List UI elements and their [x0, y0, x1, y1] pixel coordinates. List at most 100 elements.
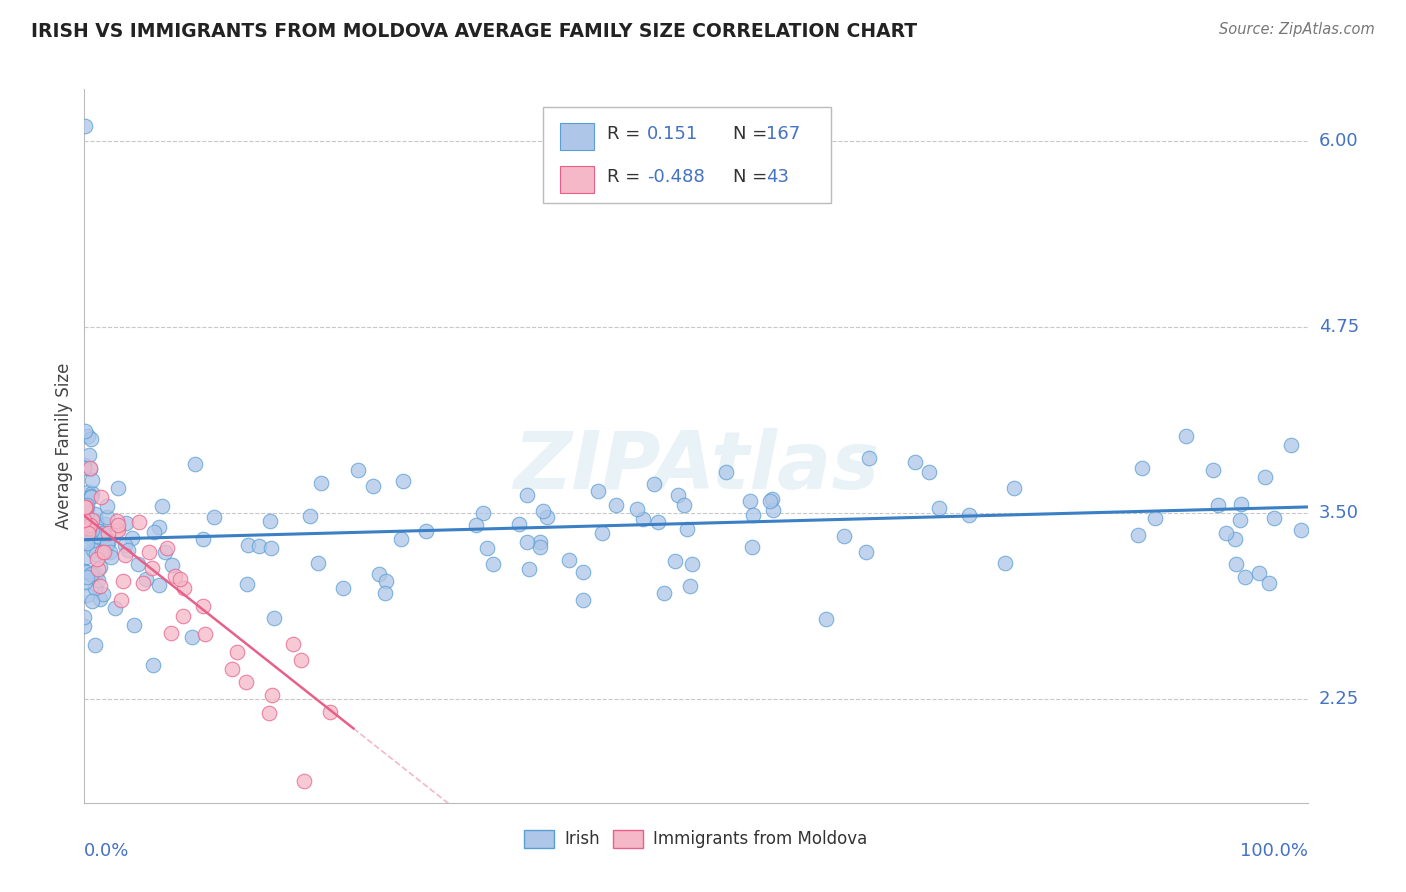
- Point: [173, 581, 195, 595]
- Y-axis label: Average Family Size: Average Family Size: [55, 363, 73, 529]
- Point: [517, 561, 540, 575]
- Point: [75, 508, 97, 523]
- Point: [76, 570, 98, 584]
- Point: [1230, 497, 1253, 511]
- Point: [141, 561, 163, 575]
- Point: [77, 526, 100, 541]
- Point: [1206, 498, 1229, 512]
- Point: [672, 498, 695, 512]
- Point: [121, 531, 143, 545]
- Point: [114, 538, 136, 552]
- Point: [221, 662, 243, 676]
- Point: [76, 588, 98, 602]
- Point: [814, 612, 837, 626]
- Text: R =: R =: [606, 125, 645, 143]
- Point: [73, 120, 96, 134]
- Point: [714, 465, 737, 479]
- Point: [633, 511, 655, 525]
- Text: 100.0%: 100.0%: [1240, 842, 1308, 860]
- Point: [1215, 525, 1237, 540]
- Point: [75, 500, 97, 514]
- Point: [1002, 481, 1025, 495]
- Point: [664, 554, 686, 568]
- Point: [73, 521, 96, 535]
- Point: [742, 508, 765, 522]
- Point: [79, 518, 101, 533]
- Point: [675, 522, 697, 536]
- Point: [761, 491, 783, 506]
- Point: [191, 599, 214, 613]
- Point: [84, 547, 107, 561]
- Point: [96, 499, 118, 513]
- Point: [94, 540, 117, 554]
- Point: [75, 501, 97, 516]
- Point: [918, 465, 941, 479]
- Point: [263, 610, 285, 624]
- Point: [82, 566, 104, 580]
- Point: [82, 542, 104, 557]
- Point: [76, 566, 98, 580]
- Point: [1281, 438, 1303, 452]
- Point: [89, 579, 111, 593]
- Legend: Irish, Immigrants from Moldova: Irish, Immigrants from Moldova: [517, 823, 875, 855]
- Point: [292, 773, 315, 788]
- Point: [162, 558, 184, 573]
- Text: 3.50: 3.50: [1319, 504, 1358, 522]
- Point: [127, 557, 149, 571]
- Point: [73, 527, 96, 541]
- Point: [84, 566, 107, 581]
- Point: [1223, 532, 1246, 546]
- Point: [76, 524, 98, 538]
- Point: [572, 593, 595, 607]
- Point: [225, 645, 247, 659]
- Point: [82, 486, 104, 500]
- Point: [94, 517, 117, 532]
- Point: [516, 534, 538, 549]
- Point: [87, 562, 110, 576]
- Point: [235, 674, 257, 689]
- Text: N =: N =: [733, 168, 773, 186]
- Point: [77, 522, 100, 536]
- Point: [652, 586, 675, 600]
- Point: [679, 579, 702, 593]
- Point: [368, 566, 391, 581]
- Point: [193, 533, 215, 547]
- Point: [1254, 469, 1277, 483]
- Point: [238, 538, 260, 552]
- Text: 4.75: 4.75: [1319, 318, 1360, 336]
- Point: [389, 532, 412, 546]
- Point: [80, 523, 103, 537]
- Point: [80, 432, 103, 446]
- Point: [84, 507, 107, 521]
- Point: [104, 601, 127, 615]
- Text: Source: ZipAtlas.com: Source: ZipAtlas.com: [1219, 22, 1375, 37]
- Point: [73, 424, 96, 438]
- Point: [1263, 511, 1285, 525]
- Point: [1128, 527, 1150, 541]
- Point: [647, 515, 669, 529]
- Text: 2.25: 2.25: [1319, 690, 1360, 707]
- Point: [107, 481, 129, 495]
- Text: IRISH VS IMMIGRANTS FROM MOLDOVA AVERAGE FAMILY SIZE CORRELATION CHART: IRISH VS IMMIGRANTS FROM MOLDOVA AVERAGE…: [31, 22, 917, 41]
- Point: [591, 525, 613, 540]
- FancyBboxPatch shape: [560, 166, 595, 193]
- Point: [259, 514, 281, 528]
- Point: [855, 545, 877, 559]
- Point: [994, 556, 1017, 570]
- Point: [465, 518, 488, 533]
- Point: [73, 458, 96, 473]
- Point: [290, 653, 312, 667]
- Point: [516, 488, 538, 502]
- Point: [529, 540, 551, 554]
- Point: [91, 545, 114, 559]
- Point: [169, 573, 191, 587]
- Point: [112, 574, 135, 588]
- Point: [762, 503, 785, 517]
- Point: [740, 494, 762, 508]
- Point: [1249, 566, 1271, 580]
- Point: [472, 506, 495, 520]
- Text: R =: R =: [606, 168, 645, 186]
- Point: [586, 484, 609, 499]
- Point: [73, 501, 96, 516]
- Point: [643, 476, 665, 491]
